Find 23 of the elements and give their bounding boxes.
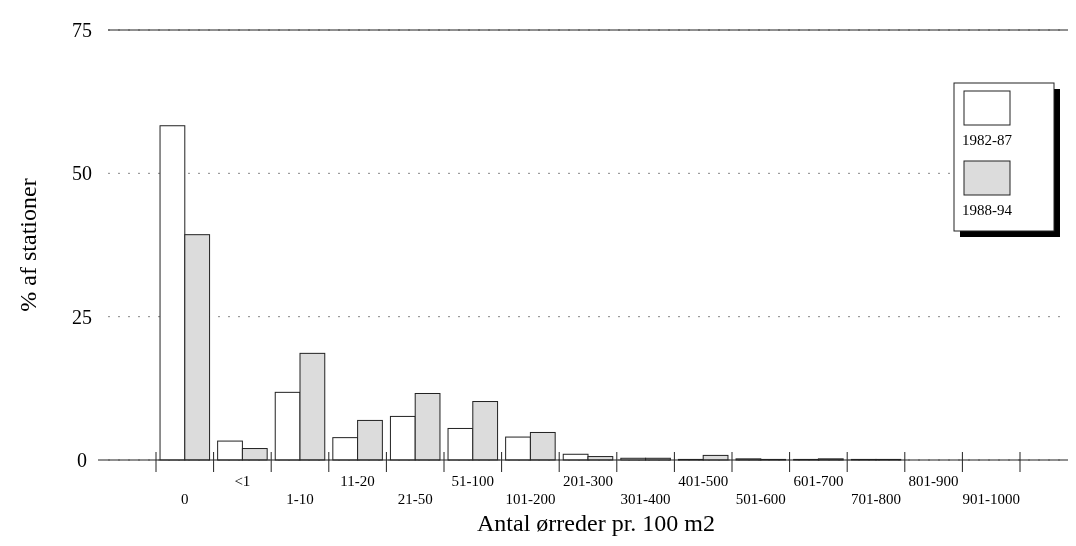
x-tick-label: 101-200 xyxy=(505,491,556,507)
x-tick-label: 51-100 xyxy=(451,473,495,489)
x-tick-label: 201-300 xyxy=(563,473,613,489)
x-tick-label: 21-50 xyxy=(397,491,433,507)
y-tick-label: 75 xyxy=(72,19,92,41)
x-tick-label: 1-10 xyxy=(286,491,314,507)
y-tick-label: 0 xyxy=(77,449,87,471)
x-tick-label: <1 xyxy=(234,473,251,489)
legend-label: 1982-87 xyxy=(962,132,1013,148)
x-tick-label: 701-800 xyxy=(851,491,901,507)
x-tick-label: 301-400 xyxy=(620,491,671,507)
x-tick-label: 801-900 xyxy=(908,473,959,489)
y-axis-title: % af stationer xyxy=(15,178,41,312)
x-tick-label: 601-700 xyxy=(793,473,844,489)
x-tick-label: 11-20 xyxy=(340,473,375,489)
x-tick-label: 0 xyxy=(181,491,189,507)
x-tick-label: 401-500 xyxy=(678,473,729,489)
y-tick-label: 50 xyxy=(72,162,92,185)
legend-label: 1988-94 xyxy=(962,202,1013,218)
x-tick-label: 901-1000 xyxy=(962,491,1020,507)
x-tick-label: 501-600 xyxy=(735,491,786,507)
y-tick-label: 25 xyxy=(72,305,92,328)
x-axis-title: Antal ørreder pr. 100 m2 xyxy=(477,510,715,536)
